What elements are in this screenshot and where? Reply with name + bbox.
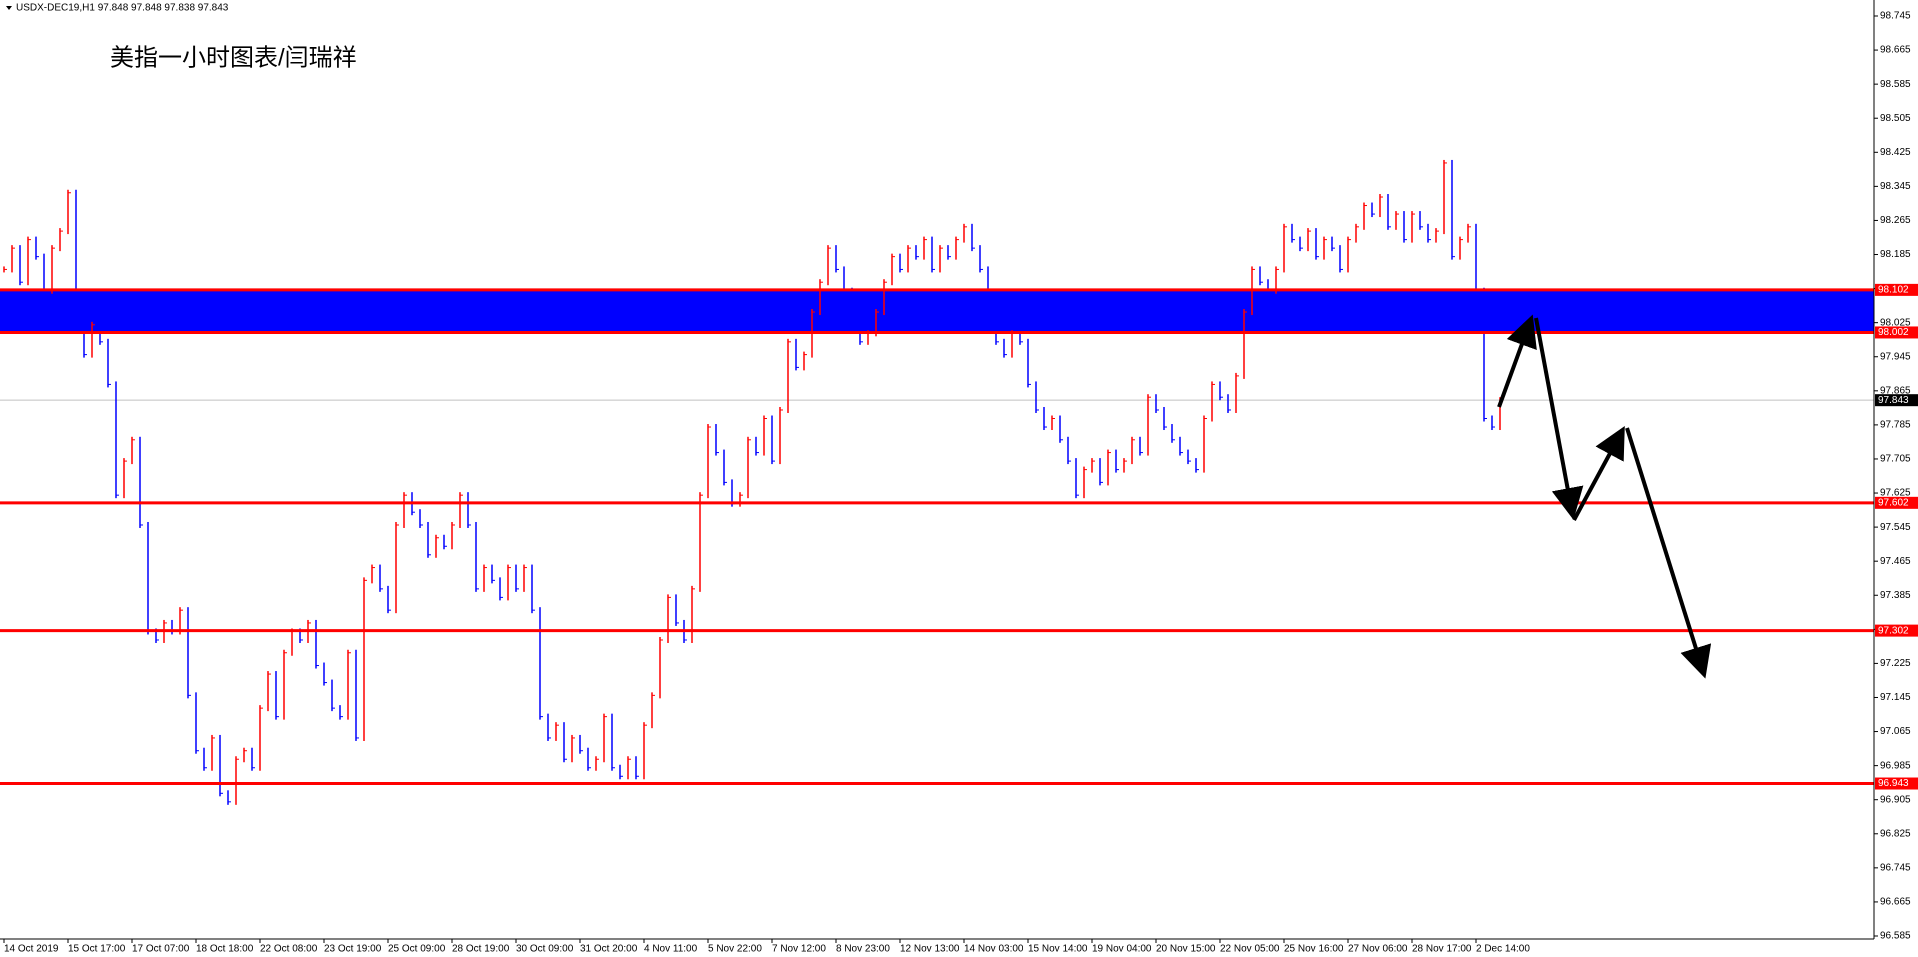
y-tick-label: 98.745 — [1880, 11, 1911, 22]
axes: 98.745 98.665 98.585 98.505 98.425 98.345 98.2… — [0, 11, 1918, 955]
x-tick-label: 5 Nov 22:00 — [708, 944, 762, 955]
x-tick-label: 8 Nov 23:00 — [836, 944, 890, 955]
level-label: 97.302 — [1878, 625, 1909, 636]
y-tick-label: 96.665 — [1880, 897, 1911, 908]
chart-title: 美指一小时图表/闫瑞祥 — [110, 44, 357, 71]
x-tick-label: 19 Nov 04:00 — [1092, 944, 1152, 955]
level-label: 98.002 — [1878, 327, 1909, 338]
y-tick-label: 96.585 — [1880, 931, 1911, 942]
header: USDX-DEC19,H1 97.848 97.848 97.838 97.84… — [16, 3, 229, 14]
level-label-box — [1875, 496, 1918, 509]
level-label-box — [1875, 283, 1918, 296]
y-tick-label: 97.785 — [1880, 420, 1911, 431]
x-tick-label: 4 Nov 11:00 — [644, 944, 698, 955]
arrow — [1534, 317, 1584, 520]
y-tick-label: 98.505 — [1880, 113, 1911, 124]
y-tick-label: 97.545 — [1880, 522, 1911, 533]
x-tick-label: 23 Oct 19:00 — [324, 944, 382, 955]
y-tick-label: 97.465 — [1880, 556, 1911, 567]
x-tick-label: 31 Oct 20:00 — [580, 944, 638, 955]
arrow — [1497, 314, 1537, 408]
y-tick-label: 98.665 — [1880, 45, 1911, 56]
level-label-box — [1875, 326, 1918, 339]
y-tick-label: 98.585 — [1880, 79, 1911, 90]
price-bars — [3, 159, 1503, 805]
y-tick-label: 97.945 — [1880, 351, 1911, 362]
y-tick-label: 98.345 — [1880, 181, 1911, 192]
x-tick-label: 18 Oct 18:00 — [196, 944, 254, 955]
y-tick-label: 96.905 — [1880, 794, 1911, 805]
x-tick-label: 28 Nov 17:00 — [1412, 944, 1472, 955]
y-tick-label: 98.265 — [1880, 215, 1911, 226]
y-tick-label: 97.625 — [1880, 488, 1911, 499]
level-label: 98.102 — [1878, 285, 1909, 296]
y-tick-label: 96.745 — [1880, 862, 1911, 873]
y-tick-label: 98.025 — [1880, 317, 1911, 328]
x-tick-label: 2 Dec 14:00 — [1476, 944, 1530, 955]
level-label: 97.602 — [1878, 497, 1909, 508]
x-tick-label: 15 Oct 17:00 — [68, 944, 126, 955]
y-tick-label: 97.065 — [1880, 726, 1911, 737]
zone — [0, 289, 1874, 333]
levels — [0, 289, 1874, 401]
forecast-arrows — [1497, 314, 1712, 679]
level-label-box — [1875, 624, 1918, 637]
x-tick-label: 14 Oct 2019 — [4, 944, 59, 955]
last-price-box — [1875, 394, 1918, 407]
last-price-label: 97.843 — [1878, 395, 1909, 406]
y-tick-label: 98.425 — [1880, 147, 1911, 158]
arrow — [1572, 425, 1625, 521]
x-tick-label: 17 Oct 07:00 — [132, 944, 190, 955]
level-label-box — [1875, 777, 1918, 790]
y-tick-label: 97.145 — [1880, 692, 1911, 703]
y-tick-label: 98.185 — [1880, 249, 1911, 260]
x-tick-label: 12 Nov 13:00 — [900, 944, 960, 955]
x-tick-label: 27 Nov 06:00 — [1348, 944, 1408, 955]
x-tick-label: 14 Nov 03:00 — [964, 944, 1024, 955]
x-tick-label: 25 Nov 16:00 — [1284, 944, 1344, 955]
x-tick-label: 15 Nov 14:00 — [1028, 944, 1088, 955]
x-tick-label: 30 Oct 09:00 — [516, 944, 574, 955]
y-tick-label: 97.705 — [1880, 454, 1911, 465]
x-tick-label: 20 Nov 15:00 — [1156, 944, 1216, 955]
y-tick-label: 97.225 — [1880, 658, 1911, 669]
y-tick-label: 96.985 — [1880, 760, 1911, 771]
level-label: 96.943 — [1878, 778, 1909, 789]
y-tick-label: 97.865 — [1880, 385, 1911, 396]
y-tick-label: 97.385 — [1880, 590, 1911, 601]
x-tick-label: 7 Nov 12:00 — [772, 944, 826, 955]
x-tick-label: 22 Oct 08:00 — [260, 944, 318, 955]
y-tick-label: 96.825 — [1880, 828, 1911, 839]
header-arrow — [6, 6, 12, 10]
x-tick-label: 22 Nov 05:00 — [1220, 944, 1280, 955]
x-tick-label: 28 Oct 19:00 — [452, 944, 510, 955]
x-tick-label: 25 Oct 09:00 — [388, 944, 446, 955]
arrow — [1625, 427, 1712, 679]
